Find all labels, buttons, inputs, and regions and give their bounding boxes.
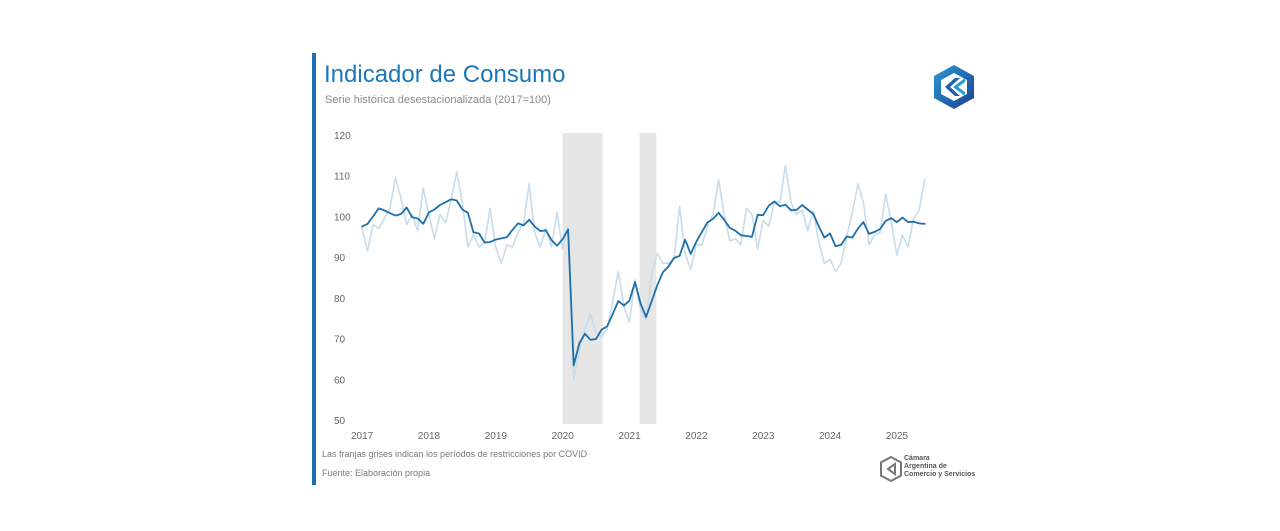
covid-restriction-band	[562, 133, 603, 424]
y-tick-label: 120	[334, 131, 351, 142]
x-tick-label: 2017	[351, 431, 374, 442]
y-tick-label: 90	[334, 253, 346, 264]
organization-name-line: Cámara	[904, 455, 930, 462]
x-tick-label: 2020	[552, 431, 575, 442]
x-tick-label: 2024	[819, 431, 842, 442]
x-tick-label: 2021	[618, 431, 641, 442]
x-tick-label: 2019	[485, 431, 508, 442]
organization-logo: Cámara Argentina de Comercio y Servicios	[880, 454, 988, 484]
organization-name-line: Argentina de	[904, 463, 947, 470]
y-tick-label: 100	[334, 212, 351, 223]
organization-mark-icon	[880, 456, 902, 482]
y-tick-label: 60	[334, 375, 346, 386]
y-tick-label: 110	[334, 172, 350, 183]
organization-name: Cámara Argentina de Comercio y Servicios	[904, 455, 975, 479]
x-tick-label: 2018	[418, 431, 441, 442]
covid-restriction-band	[639, 133, 657, 424]
x-tick-label: 2022	[685, 431, 708, 442]
accent-bar	[312, 53, 316, 485]
x-tick-label: 2025	[886, 431, 909, 442]
consumption-line-chart: 50 60 70 80 90 100 110 120 2017 2018 2019 2020 2021 2…	[334, 131, 926, 442]
logo-icon	[934, 65, 974, 109]
y-tick-label: 70	[334, 335, 346, 346]
series-line-raw	[361, 164, 926, 381]
x-tick-label: 2023	[752, 431, 775, 442]
source-note: Fuente: Elaboración propia	[322, 468, 431, 478]
organization-name-line: Comercio y Servicios	[904, 471, 976, 478]
series-line-seasonally-adjusted	[361, 198, 926, 367]
chart-card: Indicador de Consumo Serie histórica des…	[312, 53, 984, 485]
chart-subtitle: Serie histórica desestacionalizada (2017…	[325, 94, 551, 106]
covid-note: Las franjas grises indican los períodos …	[322, 449, 588, 459]
page-title: Indicador de Consumo	[324, 61, 566, 88]
y-tick-label: 50	[334, 416, 346, 427]
y-tick-label: 80	[334, 294, 346, 305]
